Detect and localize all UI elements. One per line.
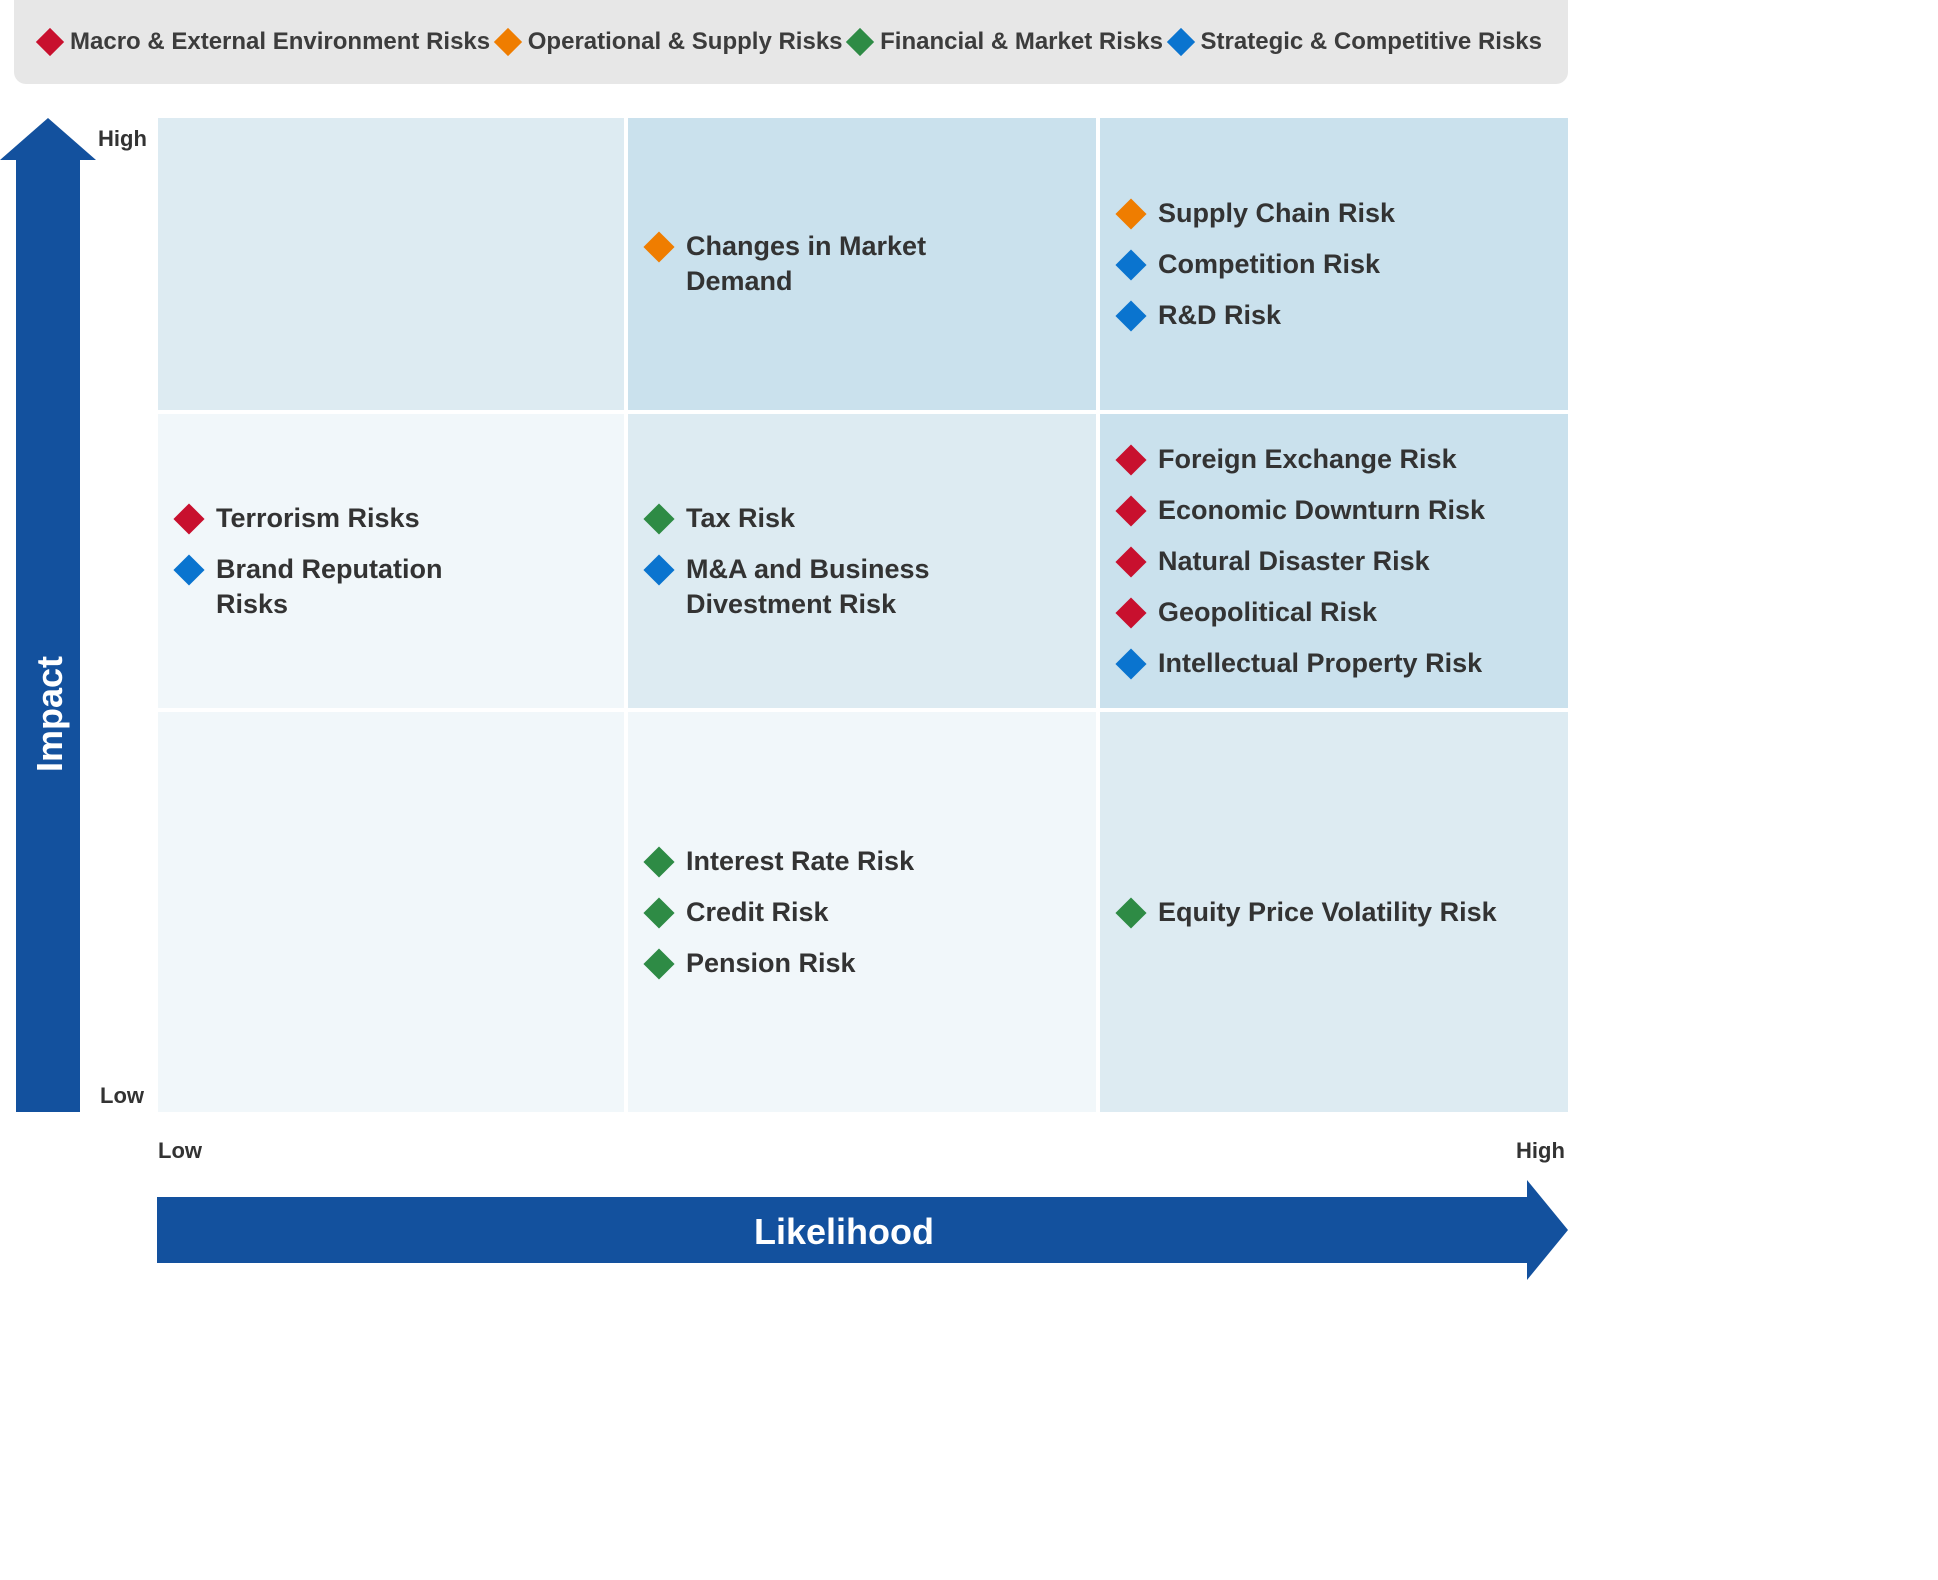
risk-item: Natural Disaster Risk: [1115, 544, 1485, 579]
risk-item: Credit Risk: [643, 895, 914, 930]
risk-label: Pension Risk: [686, 947, 856, 978]
cell-impact-low-likelihood-low: [158, 712, 624, 1112]
diamond-icon: [1115, 545, 1147, 578]
diamond-icon: [493, 27, 522, 57]
diamond-icon: [643, 553, 675, 586]
diamond-icon: [845, 27, 875, 57]
risk-label: Interest Rate Risk: [686, 845, 915, 876]
risk-label: R&D Risk: [1158, 299, 1282, 330]
risk-item: Intellectual Property Risk: [1115, 646, 1485, 681]
diamond-icon: [643, 896, 675, 929]
impact-low-label: Low: [100, 1083, 144, 1108]
matrix-grid: Changes in Market Demand Supply Chain Ris…: [158, 118, 1568, 1112]
cell-impact-medium-likelihood-high: Foreign Exchange Risk Economic Downturn R…: [1100, 414, 1568, 708]
risk-item: Terrorism Risks: [173, 501, 516, 536]
risk-item: Tax Risk: [643, 501, 986, 536]
legend-label: Macro & External Environment Risks: [70, 28, 491, 55]
impact-high-label: High: [98, 126, 147, 151]
impact-arrow-icon: [0, 118, 96, 1112]
risk-item: M&A and Business Divestment Risk: [643, 552, 986, 622]
risk-item: Geopolitical Risk: [1115, 595, 1485, 630]
risk-label: Geopolitical Risk: [1158, 596, 1378, 627]
risk-label: Foreign Exchange Risk: [1158, 443, 1457, 474]
likelihood-arrow-icon: [157, 1180, 1568, 1280]
cell-impact-high-likelihood-high: Supply Chain Risk Competition Risk R&D Ris…: [1100, 118, 1568, 410]
risk-label: M&A and Business Divestment Risk: [686, 553, 930, 619]
risk-label: Brand Reputation Risks: [216, 553, 443, 619]
legend-item-macro: Macro & External Environment Risks: [35, 27, 491, 57]
diamond-icon: [643, 502, 675, 535]
diamond-icon: [643, 231, 675, 263]
cell-impact-high-likelihood-medium: Changes in Market Demand: [628, 118, 1096, 410]
risk-label: Terrorism Risks: [216, 502, 420, 533]
risk-label: Intellectual Property Risk: [1158, 647, 1483, 678]
legend-item-financial: Financial & Market Risks: [845, 27, 1163, 57]
legend-label: Financial & Market Risks: [880, 28, 1163, 55]
risk-item: Competition Risk: [1115, 247, 1395, 282]
diamond-icon: [1115, 647, 1147, 680]
likelihood-high-label: High: [1516, 1138, 1565, 1163]
risk-label: Equity Price Volatility Risk: [1158, 896, 1497, 927]
legend-label: Operational & Supply Risks: [527, 28, 843, 55]
legend-label: Strategic & Competitive Risks: [1200, 28, 1542, 55]
likelihood-axis-title: Likelihood: [754, 1211, 934, 1252]
risk-list: Changes in Market Demand: [643, 118, 986, 410]
risk-list: Supply Chain Risk Competition Risk R&D Ris…: [1115, 118, 1396, 410]
risk-item: Changes in Market Demand: [643, 229, 986, 299]
risk-label: Competition Risk: [1158, 248, 1381, 279]
risk-item: R&D Risk: [1115, 298, 1395, 333]
diamond-icon: [1115, 896, 1147, 929]
diamond-icon: [1115, 443, 1147, 476]
risk-item: Pension Risk: [643, 946, 914, 981]
risk-list: Tax Risk M&A and Business Divestment Risk: [643, 414, 986, 708]
risk-item: Equity Price Volatility Risk: [1115, 895, 1497, 930]
likelihood-low-label: Low: [158, 1138, 202, 1163]
risk-item: Interest Rate Risk: [643, 844, 915, 879]
diamond-icon: [1115, 596, 1147, 629]
risk-label: Economic Downturn Risk: [1158, 494, 1486, 525]
diamond-icon: [1115, 248, 1147, 281]
likelihood-axis: Likelihood: [157, 1180, 1568, 1280]
risk-item: Foreign Exchange Risk: [1115, 442, 1485, 477]
risk-item: Brand Reputation Risks: [173, 552, 516, 622]
cell-impact-low-likelihood-high: Equity Price Volatility Risk: [1100, 712, 1568, 1112]
legend-item-strategic: Strategic & Competitive Risks: [1166, 27, 1542, 57]
risk-label: Changes in Market Demand: [686, 231, 927, 296]
diamond-icon: [35, 27, 65, 57]
risk-label: Natural Disaster Risk: [1158, 545, 1430, 576]
risk-list: Interest Rate Risk Credit Risk Pension Ris…: [643, 712, 915, 1112]
diamond-icon: [1115, 299, 1147, 332]
legend-item-operational: Operational & Supply Risks: [493, 27, 843, 57]
risk-item: Economic Downturn Risk: [1115, 493, 1486, 528]
cell-impact-medium-likelihood-low: Terrorism Risks Brand Reputation Risks: [158, 414, 624, 708]
cell-impact-high-likelihood-low: [158, 118, 624, 410]
cell-impact-low-likelihood-medium: Interest Rate Risk Credit Risk Pension Ris…: [628, 712, 1096, 1112]
risk-list: Foreign Exchange Risk Economic Downturn R…: [1115, 414, 1486, 708]
impact-axis: Impact: [0, 118, 96, 1112]
risk-label: Credit Risk: [686, 896, 829, 927]
impact-axis-title: Impact: [29, 655, 70, 773]
risk-label: Tax Risk: [686, 502, 796, 533]
legend: Macro & External Environment Risks Operat…: [14, 0, 1568, 84]
risk-item: Supply Chain Risk: [1115, 196, 1396, 231]
diamond-icon: [1166, 27, 1195, 57]
diamond-icon: [1115, 494, 1147, 527]
diamond-icon: [643, 947, 675, 980]
risk-list: Equity Price Volatility Risk: [1115, 712, 1497, 1112]
diamond-icon: [173, 502, 205, 535]
diamond-icon: [1115, 197, 1147, 230]
cell-impact-medium-likelihood-medium: Tax Risk M&A and Business Divestment Risk: [628, 414, 1096, 708]
risk-matrix: Macro & External Environment Risks Operat…: [0, 0, 1568, 1280]
diamond-icon: [643, 845, 675, 878]
risk-list: Terrorism Risks Brand Reputation Risks: [173, 414, 516, 708]
diamond-icon: [173, 553, 205, 586]
risk-label: Supply Chain Risk: [1158, 197, 1396, 228]
